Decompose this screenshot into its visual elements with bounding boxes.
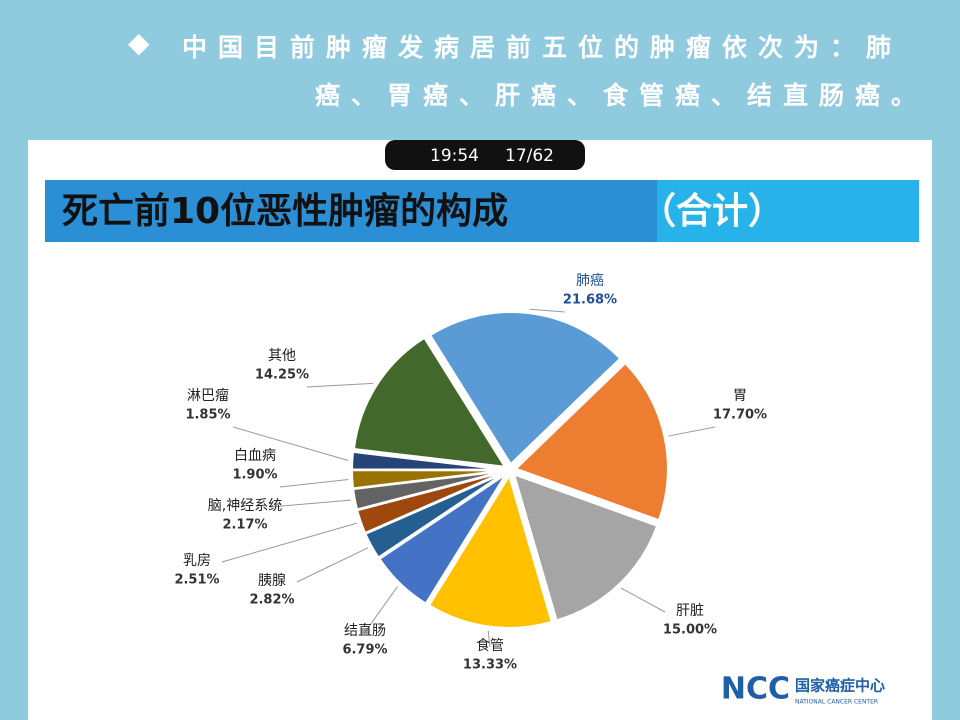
leader-line (529, 308, 566, 313)
slice-label: 食管 (476, 637, 504, 654)
value-label: 21.68% (563, 293, 617, 308)
bullet-icon: ◆ (128, 26, 150, 59)
slide-heading: 中国目前肿瘤发病居前五位的肿瘤依次为：肺癌、胃癌、肝癌、食管癌、结直肠癌。 (182, 33, 927, 110)
value-label: 2.82% (249, 593, 294, 608)
value-label: 2.51% (174, 573, 219, 588)
status-time: 19:54 (430, 146, 479, 166)
pie-slice (512, 472, 659, 622)
chart-title: 死亡前10位恶性肿瘤的构成 (62, 191, 508, 232)
leader-line (306, 382, 374, 388)
leader-line (668, 426, 716, 437)
slice-label: 肝脏 (676, 603, 704, 619)
pie-slice (427, 473, 553, 629)
value-label: 2.17% (222, 518, 267, 533)
pie-slice (378, 473, 507, 605)
slice-label: 肺癌 (576, 273, 604, 289)
slice-label: 胰腺 (258, 573, 286, 589)
logo-abbr: NCC (721, 672, 790, 707)
status-bar (385, 140, 585, 170)
value-label: 17.70% (713, 408, 767, 423)
logo-subtitle: NATIONAL CANCER CENTER (795, 699, 878, 706)
leader-line (487, 630, 491, 648)
slice-label: 胃 (733, 388, 747, 404)
chart-title-suffix: （合计） (640, 191, 784, 232)
title-bar (45, 180, 657, 242)
leader-line (620, 587, 666, 613)
pie-slice (351, 450, 505, 471)
slice-label: 其他 (268, 348, 296, 364)
slice-label: 淋巴瘤 (187, 387, 229, 404)
status-page: 17/62 (505, 146, 554, 166)
slice-label: 结直肠 (344, 622, 386, 639)
leader-line (279, 479, 349, 488)
pie-slice (428, 311, 622, 466)
logo-name: 国家癌症中心 (795, 677, 885, 695)
slice-label: 白血病 (234, 448, 276, 464)
title-bar-highlight (657, 180, 919, 242)
leader-line (296, 547, 369, 583)
value-label: 6.79% (342, 643, 387, 658)
value-label: 13.33% (463, 658, 517, 673)
pie-slice (352, 336, 507, 469)
value-label: 1.90% (232, 468, 277, 483)
value-label: 14.25% (255, 368, 309, 383)
leader-line (364, 586, 398, 633)
slice-label: 脑,神经系统 (208, 498, 282, 514)
leader-line (232, 426, 349, 461)
pie-slice (364, 471, 506, 559)
pie-slice (514, 361, 669, 522)
slice-label: 乳房 (183, 553, 211, 569)
value-label: 1.85% (185, 408, 230, 423)
leader-line (269, 499, 351, 508)
leader-line (221, 522, 358, 563)
value-label: 15.00% (663, 623, 717, 638)
